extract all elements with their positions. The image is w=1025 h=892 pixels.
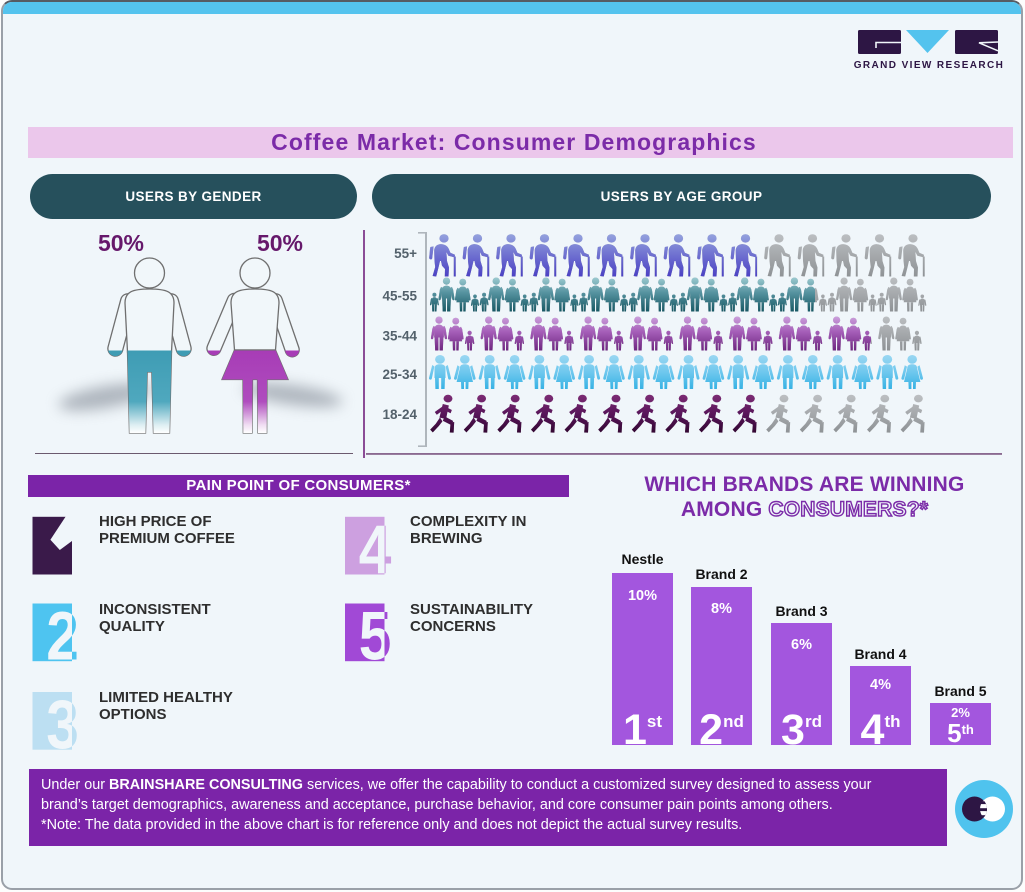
svg-text:25-34: 25-34: [382, 367, 417, 382]
svg-text:3: 3: [46, 686, 79, 764]
svg-text:18-24: 18-24: [382, 407, 417, 422]
svg-text:2: 2: [46, 597, 79, 675]
svg-text:55+: 55+: [394, 246, 417, 261]
svg-text:5: 5: [359, 597, 392, 675]
svg-text:2: 2: [46, 597, 79, 675]
svg-text:4: 4: [359, 511, 392, 589]
svg-text:35-44: 35-44: [382, 329, 417, 344]
svg-text:5: 5: [359, 597, 392, 675]
svg-text:45-55: 45-55: [382, 289, 417, 304]
svg-text:3: 3: [46, 686, 79, 764]
svg-text:4: 4: [359, 511, 392, 589]
